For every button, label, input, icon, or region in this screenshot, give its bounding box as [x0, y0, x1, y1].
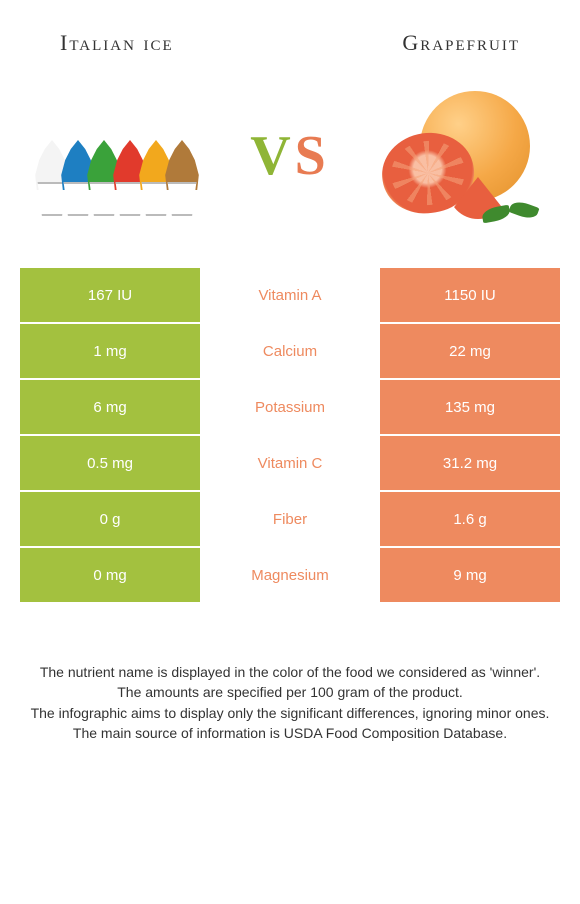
value-left: 6 mg	[20, 380, 200, 434]
vs-label: VS	[250, 124, 330, 188]
vs-v: V	[250, 125, 294, 187]
nutrient-label: Vitamin C	[200, 436, 380, 490]
nutrient-label: Fiber	[200, 492, 380, 546]
footer-notes: The nutrient name is displayed in the co…	[0, 612, 580, 743]
footer-line: The main source of information is USDA F…	[28, 723, 552, 743]
value-left: 0 g	[20, 492, 200, 546]
footer-line: The infographic aims to display only the…	[28, 703, 552, 723]
title-left: Italian ice	[60, 30, 174, 56]
ice-cream-cones-icon	[30, 96, 210, 216]
italian-ice-image	[30, 86, 210, 226]
nutrient-label: Magnesium	[200, 548, 380, 602]
value-left: 1 mg	[20, 324, 200, 378]
nutrient-label: Vitamin A	[200, 268, 380, 322]
value-right: 135 mg	[380, 380, 560, 434]
vs-row: VS	[0, 76, 580, 256]
value-right: 31.2 mg	[380, 436, 560, 490]
footer-line: The nutrient name is displayed in the co…	[28, 662, 552, 682]
grapefruit-icon	[380, 91, 540, 221]
ice-cream-cone-icon	[160, 136, 204, 216]
nutrient-row: 0 gFiber1.6 g	[20, 490, 560, 546]
nutrient-table: 167 IUVitamin A1150 IU1 mgCalcium22 mg6 …	[0, 256, 580, 612]
header: Italian ice Grapefruit	[0, 0, 580, 76]
nutrient-row: 0 mgMagnesium9 mg	[20, 546, 560, 602]
grapefruit-image	[370, 86, 550, 226]
nutrient-row: 0.5 mgVitamin C31.2 mg	[20, 434, 560, 490]
nutrient-label: Calcium	[200, 324, 380, 378]
footer-line: The amounts are specified per 100 gram o…	[28, 682, 552, 702]
nutrient-row: 167 IUVitamin A1150 IU	[20, 266, 560, 322]
value-right: 1150 IU	[380, 268, 560, 322]
nutrient-row: 1 mgCalcium22 mg	[20, 322, 560, 378]
value-right: 1.6 g	[380, 492, 560, 546]
value-left: 167 IU	[20, 268, 200, 322]
value-right: 9 mg	[380, 548, 560, 602]
nutrient-label: Potassium	[200, 380, 380, 434]
value-left: 0 mg	[20, 548, 200, 602]
vs-s: S	[295, 125, 330, 187]
value-right: 22 mg	[380, 324, 560, 378]
nutrient-row: 6 mgPotassium135 mg	[20, 378, 560, 434]
title-right: Grapefruit	[402, 30, 520, 56]
value-left: 0.5 mg	[20, 436, 200, 490]
